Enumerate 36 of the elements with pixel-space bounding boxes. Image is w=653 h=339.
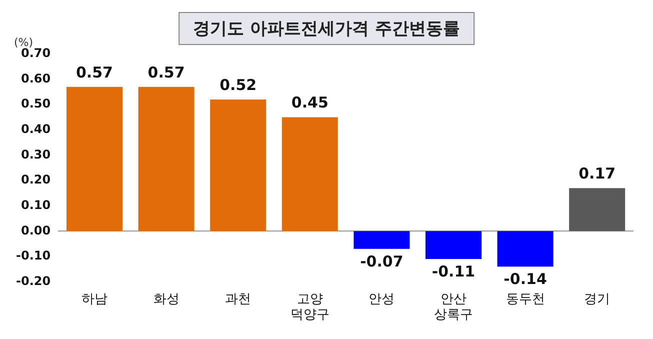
y-tick-label: 0.40	[20, 122, 51, 136]
data-label: 0.45	[291, 94, 328, 112]
y-tick-label: 0.50	[20, 96, 51, 111]
y-axis-title: (%)	[14, 36, 34, 49]
x-tick-label: 과천	[225, 292, 252, 307]
x-tick-label: 하남	[81, 292, 108, 307]
bar	[66, 86, 122, 232]
y-tick-label: 0.30	[20, 147, 51, 162]
chart-title: 경기도 아파트전세가격 주간변동률	[178, 12, 475, 45]
x-tick-label: 경기	[584, 292, 610, 307]
bar	[138, 86, 194, 232]
x-tick-label: 고양 덕양구	[290, 292, 330, 323]
data-label: 0.57	[76, 63, 113, 82]
bar	[282, 117, 338, 232]
bar	[354, 231, 410, 249]
x-tick-label: 안산 상록구	[434, 292, 473, 323]
bar	[210, 100, 266, 232]
y-tick-label: -0.10	[16, 248, 51, 263]
data-label: 0.52	[220, 76, 257, 94]
bar	[497, 231, 554, 267]
y-tick-label: 0.70	[20, 46, 51, 60]
data-label: -0.14	[504, 270, 547, 288]
data-label: 0.17	[578, 164, 616, 183]
data-label: -0.07	[360, 252, 404, 270]
bar	[425, 231, 482, 260]
data-label: 0.57	[148, 63, 185, 82]
data-label: -0.11	[432, 262, 476, 280]
y-tick-label: 0.20	[20, 172, 51, 187]
y-tick-label: 0.00	[20, 223, 51, 238]
x-tick-label: 동두천	[506, 292, 545, 307]
x-tick-label: 화성	[153, 292, 180, 307]
y-tick-label: 0.60	[20, 71, 51, 86]
x-tick-label: 안성	[368, 292, 395, 307]
bar	[569, 188, 626, 232]
y-tick-label: 0.10	[20, 198, 51, 212]
y-tick-label: -0.20	[16, 274, 51, 288]
